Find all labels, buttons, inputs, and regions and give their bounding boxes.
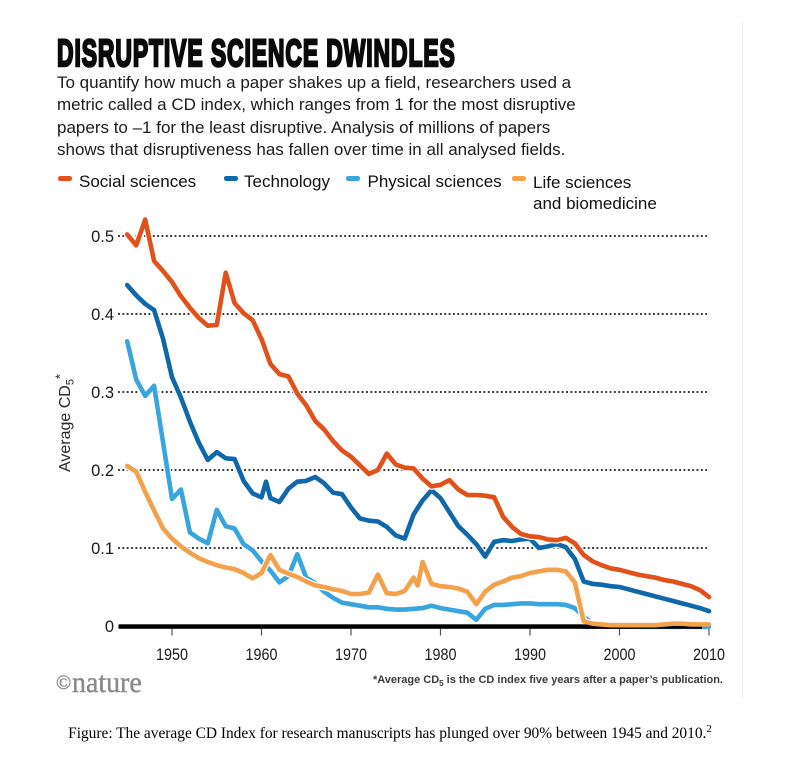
svg-text:Average CD5*: Average CD5*: [53, 374, 77, 472]
svg-text:2010: 2010: [693, 646, 725, 664]
svg-text:0.2: 0.2: [91, 462, 114, 480]
svg-text:1970: 1970: [335, 646, 367, 664]
svg-text:1980: 1980: [425, 646, 457, 664]
svg-text:0.4: 0.4: [91, 306, 114, 324]
svg-text:1990: 1990: [514, 646, 546, 664]
svg-text:2000: 2000: [604, 646, 636, 664]
svg-text:0.3: 0.3: [91, 384, 114, 402]
svg-text:1950: 1950: [156, 646, 188, 664]
svg-text:1960: 1960: [246, 646, 278, 664]
svg-text:0.5: 0.5: [91, 228, 114, 246]
svg-text:0: 0: [105, 618, 114, 636]
svg-text:0.1: 0.1: [91, 540, 114, 558]
